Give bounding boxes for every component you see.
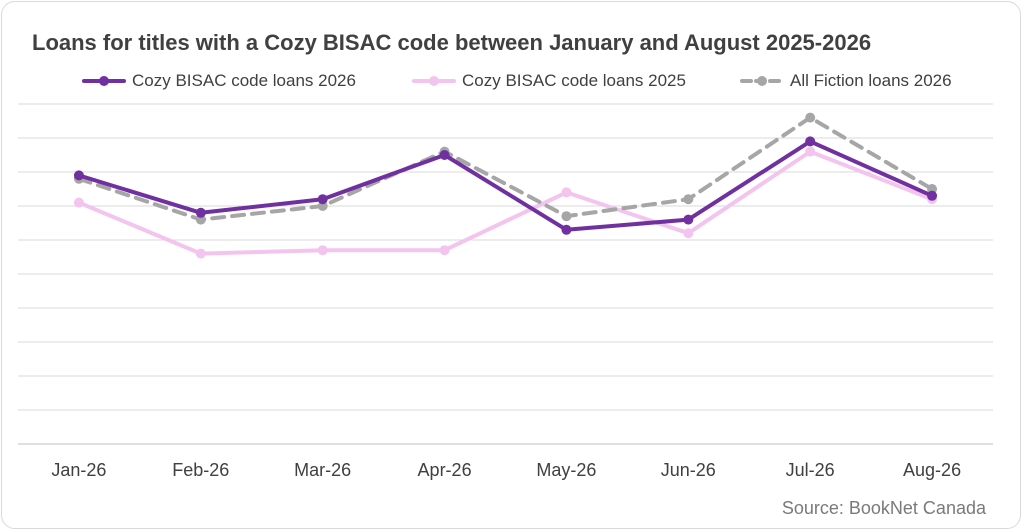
data-point-cozy-2026 [805, 136, 816, 147]
data-point-cozy-2026 [317, 194, 328, 205]
data-point-cozy-2025 [73, 197, 84, 208]
data-point-cozy-2026 [683, 214, 694, 225]
data-point-cozy-2026 [561, 224, 572, 235]
data-point-cozy-2025 [561, 187, 572, 198]
x-tick-label: May-26 [536, 460, 596, 480]
series-line-all-fiction-2026 [76, 115, 935, 222]
data-point-cozy-2025 [439, 245, 450, 256]
legend-label-cozy-2025: Cozy BISAC code loans 2025 [462, 71, 686, 90]
x-tick-label: Aug-26 [903, 460, 961, 480]
x-tick-label: Jul-26 [786, 460, 835, 480]
data-point-cozy-2026 [195, 207, 206, 218]
series-line-cozy-2026 [76, 139, 935, 232]
legend-item-all-fiction-2026: All Fiction loans 2026 [740, 68, 952, 94]
data-point-all-fiction-2026 [683, 194, 694, 205]
chart-title: Loans for titles with a Cozy BISAC code … [32, 30, 872, 55]
data-point-cozy-2026 [439, 150, 450, 160]
legend-label-cozy-2026: Cozy BISAC code loans 2026 [132, 71, 356, 90]
legend-swatch-all-fiction-2026 [740, 76, 784, 86]
data-point-cozy-2025 [195, 248, 206, 259]
series-line-cozy-2025 [76, 149, 935, 256]
legend-item-cozy-2025: Cozy BISAC code loans 2025 [412, 68, 686, 94]
x-tick-label: Jun-26 [661, 460, 716, 480]
data-point-cozy-2025 [683, 228, 694, 239]
data-point-cozy-2025 [805, 146, 816, 157]
data-point-all-fiction-2026 [805, 112, 816, 123]
x-tick-label: Jan-26 [51, 460, 106, 480]
chart-source: Source: BookNet Canada [781, 498, 986, 518]
legend-item-cozy-2026: Cozy BISAC code loans 2026 [82, 68, 356, 94]
legend-swatch-cozy-2025 [412, 76, 456, 86]
x-tick-label: Mar-26 [294, 460, 351, 480]
legend-swatch-cozy-2026 [82, 76, 126, 86]
data-point-all-fiction-2026 [561, 211, 572, 222]
x-tick-label: Apr-26 [418, 460, 472, 480]
chart-legend: Cozy BISAC code loans 2026 Cozy BISAC co… [2, 68, 1024, 94]
legend-label-all-fiction-2026: All Fiction loans 2026 [790, 71, 952, 90]
data-point-cozy-2026 [927, 190, 938, 201]
data-point-cozy-2025 [317, 245, 328, 256]
x-tick-label: Feb-26 [172, 460, 229, 480]
data-point-cozy-2026 [73, 170, 84, 181]
